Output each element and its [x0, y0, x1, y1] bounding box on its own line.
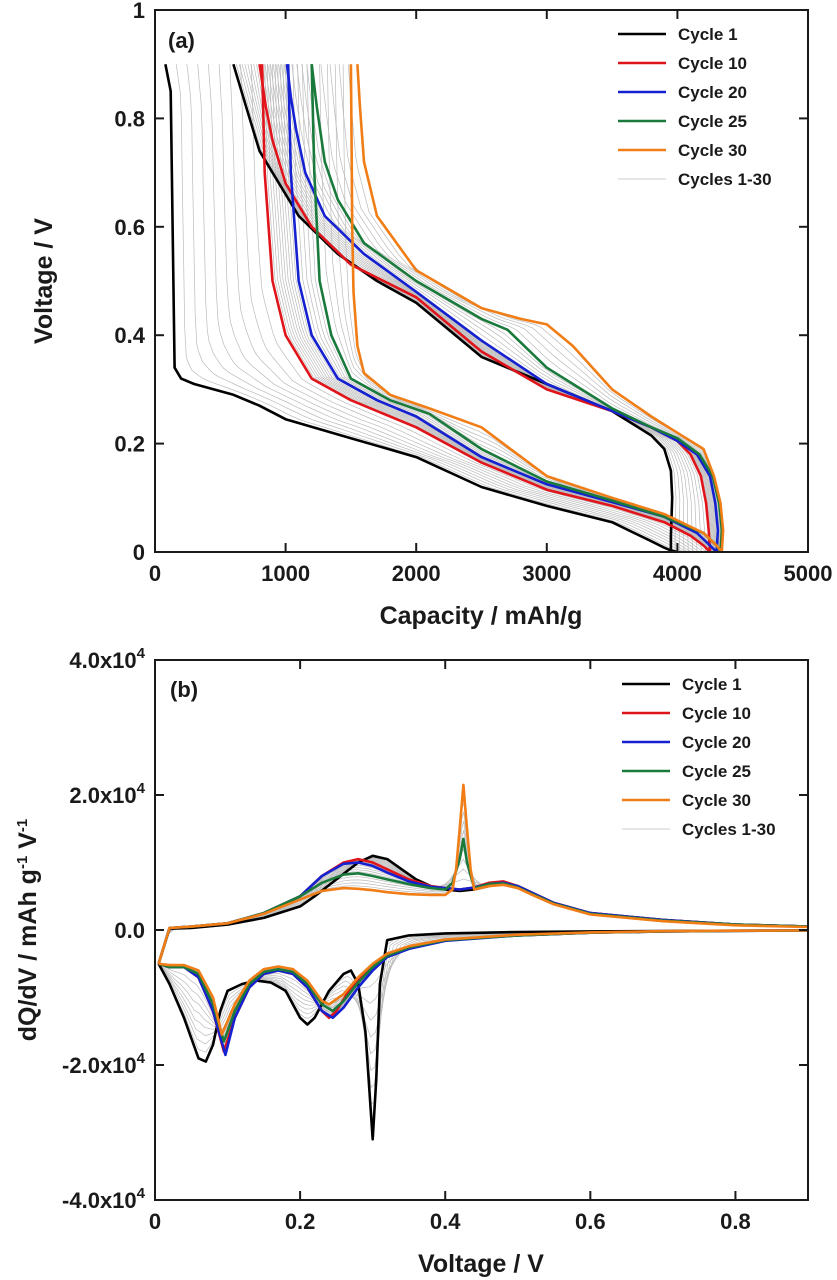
series-line-discharge [260, 64, 711, 553]
plot-frame [154, 9, 809, 553]
series-line-discharge [349, 64, 723, 553]
background-cycle-line [240, 64, 704, 553]
series-group [157, 783, 809, 1141]
y-tick-label: 0.6 [114, 215, 145, 240]
legend-label: Cycle 20 [678, 83, 747, 102]
y-tick-label: 0.0 [114, 918, 145, 943]
y-tick-base: 4.0x10 [69, 648, 136, 673]
series-line-charge [258, 64, 712, 553]
series-cycle-10 [258, 64, 712, 553]
y-tick-label: 0.4 [114, 323, 145, 348]
y-tick-base: -4.0x10 [62, 1188, 137, 1213]
legend: Cycle 1 Cycle 10 Cycle 20 Cycle 25 Cycle 30 C… [622, 675, 776, 839]
y-axis-title-sup2: -1 [14, 819, 31, 832]
y-tick-label: 4.0x104 [69, 645, 145, 673]
x-tick-label: 0 [149, 561, 161, 586]
background-cycle-line [269, 64, 713, 553]
legend-label: Cycle 25 [682, 762, 751, 781]
background-cycle-line [186, 64, 685, 553]
series-line-charge [157, 783, 809, 965]
background-cycle-line [274, 64, 714, 553]
y-tick-label: 2.0x104 [69, 780, 145, 808]
legend-label: Cycle 1 [682, 675, 742, 694]
legend-label: Cycles 1-30 [682, 820, 776, 839]
y-axis-title-main: dQ/dV / mAh g [14, 869, 42, 1041]
x-axis-title: Capacity / mAh/g [380, 602, 583, 630]
series-cycle-20 [285, 64, 720, 553]
x-tick-label: 0.6 [575, 1209, 606, 1234]
x-tick-label: 0.8 [720, 1209, 751, 1234]
series-line-charge [285, 64, 720, 553]
panel-label: (a) [168, 28, 195, 53]
background-cycle-line [208, 64, 693, 553]
y-axis-title: Voltage / V [30, 218, 58, 344]
x-tick-label: 0 [149, 1209, 161, 1234]
y-tick-exp: 4 [137, 645, 146, 662]
background-cycle-line [267, 64, 713, 553]
y-tick-exp: 4 [137, 1050, 146, 1067]
panel-label: (b) [170, 677, 198, 702]
series-line-discharge [158, 929, 809, 1036]
y-tick-label: 1 [133, 0, 145, 23]
y-axis-title-sup1: -1 [14, 856, 31, 869]
background-cycle-line [218, 64, 696, 553]
legend-label: Cycle 1 [678, 25, 738, 44]
y-tick-base: 0.0 [114, 918, 145, 943]
y-tick-exp: 4 [137, 780, 146, 797]
series-line-charge [356, 64, 725, 553]
series-line-discharge [164, 63, 678, 554]
x-tick-label: 5000 [784, 561, 833, 586]
x-tick-label: 0.2 [285, 1209, 316, 1234]
y-tick-base: -2.0x10 [62, 1053, 137, 1078]
legend-label: Cycle 10 [682, 704, 751, 723]
x-tick-label: 3000 [522, 561, 571, 586]
background-cycle-line [280, 64, 715, 553]
legend-label: Cycle 30 [682, 791, 751, 810]
legend: Cycle 1 Cycle 10 Cycle 20 Cycle 25 Cycle 30 C… [618, 25, 772, 189]
y-axis-title: dQ/dV / mAh g-1 V-1 [14, 819, 42, 1042]
series-line-discharge [157, 929, 809, 1141]
x-tick-label: 4000 [653, 561, 702, 586]
legend-label: Cycle 20 [682, 733, 751, 752]
x-axis-title: Voltage / V [418, 1250, 544, 1278]
background-cycle-line [277, 64, 715, 553]
legend-label: Cycle 30 [678, 141, 747, 160]
y-tick-label: 0 [133, 540, 145, 565]
y-tick-label: -2.0x104 [62, 1050, 146, 1078]
x-tick-label: 1000 [261, 561, 310, 586]
x-tick-label: 0.4 [430, 1209, 461, 1234]
legend-label: Cycle 10 [678, 54, 747, 73]
y-tick-label: 0.8 [114, 106, 145, 131]
series-cycle-30 [157, 783, 809, 1036]
y-tick-label: -4.0x104 [62, 1185, 146, 1213]
y-tick-label: 0.2 [114, 432, 145, 457]
background-cycle-line [272, 64, 713, 553]
background-cycle-line [229, 64, 700, 553]
background-cycle-line [197, 64, 689, 553]
y-axis-title-mid: V [14, 832, 42, 856]
dqdv-chart: 0 0.2 0.4 0.6 0.8-4.0x104-2.0x1040.02.0x1044… [14, 645, 809, 1278]
x-tick-label: 2000 [392, 561, 441, 586]
background-cycle-line [175, 64, 682, 553]
y-tick-exp: 4 [137, 1185, 146, 1202]
background-cycle-line [251, 64, 707, 553]
axis-ticks: 0 0.2 0.4 0.6 0.8-4.0x104-2.0x1040.02.0x1044… [62, 645, 808, 1234]
legend-label: Cycle 25 [678, 112, 747, 131]
legend-label: Cycles 1-30 [678, 170, 772, 189]
y-tick-base: 2.0x10 [69, 783, 136, 808]
axis-ticks: 0 1000 2000 3000 4000 5000 0 0.2 0.4 0.6 0.8 1 [114, 0, 832, 586]
series-line-discharge [286, 64, 718, 553]
series-group [164, 63, 725, 554]
series-cycle-30 [349, 64, 725, 553]
